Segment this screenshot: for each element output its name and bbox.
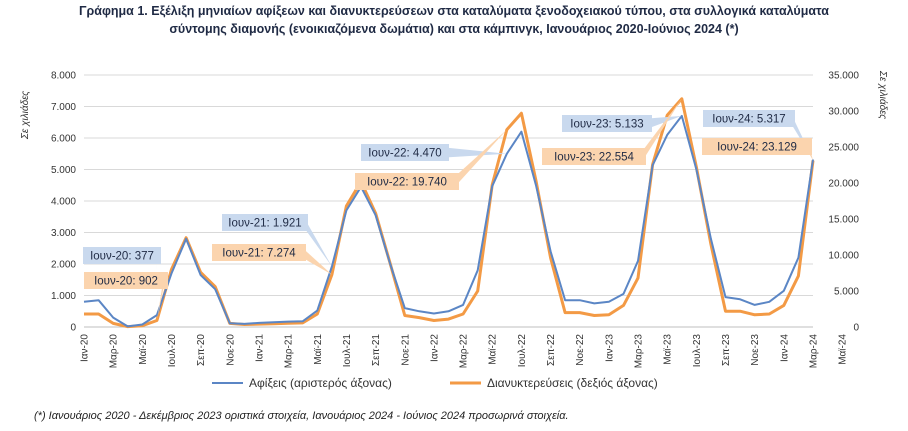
annotation-box: [212, 244, 306, 261]
annotation-pointer: [304, 217, 332, 267]
x-tick-label: Μαρ-22: [459, 334, 470, 369]
annotation-label: Ιουν-23: 22.554: [554, 152, 634, 164]
y-left-tick-label: 8.000: [51, 71, 76, 82]
x-tick-label: Ιουλ-23: [692, 334, 703, 368]
annotation-label: Ιουν-23: 5.133: [570, 119, 643, 131]
x-tick-label: Ιαν-23: [604, 334, 615, 362]
annotation-box: [702, 138, 812, 155]
y-right-tick-label: 20.000: [828, 179, 859, 190]
y-left-tick-label: 3.000: [51, 228, 76, 239]
annotation-pointer: [302, 247, 332, 275]
annotation-box: [83, 247, 161, 264]
annotation-box: [222, 214, 308, 231]
annotation-label: Ιουν-21: 1.921: [228, 218, 301, 230]
x-tick-label: Μαρ-21: [284, 334, 295, 369]
x-tick-label: Ιαν-21: [254, 334, 265, 362]
annotation-label: Ιουν-21: 7.274: [222, 248, 296, 260]
annotation-label: Ιουν-24: 5.317: [712, 114, 785, 126]
annotation-box: [703, 110, 795, 127]
x-tick-label: Νοε-22: [575, 334, 586, 366]
x-tick-label: Σεπ-22: [546, 334, 557, 366]
footnote: (*) Ιανουάριος 2020 - Δεκέμβριος 2023 ορ…: [34, 410, 569, 422]
annotation-label: Ιουν-24: 23.129: [717, 142, 797, 154]
x-tick-label: Νοε-23: [750, 334, 761, 366]
annotation-pointer: [648, 115, 682, 129]
x-tick-label: Μαϊ-21: [313, 334, 324, 365]
x-tick-label: Νοε-21: [400, 334, 411, 366]
y-right-tick-label: 35.000: [828, 71, 859, 82]
x-tick-label: Μαρ-20: [109, 334, 120, 369]
chart-title-line-1: Γράφημα 1. Εξέλιξη μηνιαίων αφίξεων και …: [79, 4, 829, 18]
y-right-tick-label: 0: [853, 323, 859, 334]
x-tick-label: Μαϊ-22: [488, 334, 499, 365]
x-tick-label: Ιουλ-21: [342, 334, 353, 368]
annotation-label: Ιουν-22: 19.740: [367, 177, 447, 189]
x-tick-label: Ιαν-22: [429, 334, 440, 362]
y-left-tick-label: 5.000: [51, 165, 76, 176]
x-tick-label: Ιαν-24: [779, 334, 790, 362]
y-right-tick-label: 10.000: [828, 251, 859, 262]
x-tick-label: Μαϊ-23: [663, 334, 674, 365]
y-right-tick-label: 25.000: [828, 143, 859, 154]
x-tick-label: Σεπ-21: [371, 334, 382, 366]
y-right-tick-label: 15.000: [828, 215, 859, 226]
annotation-pointer: [455, 129, 507, 187]
chart-title-line-2: σύντομης διαμονής (ενοικιαζόμενα δωμάτια…: [169, 22, 739, 36]
y-right-tick-label: 5.000: [834, 287, 859, 298]
y-left-tick-label: 2.000: [51, 260, 76, 271]
x-tick-label: Μαρ-24: [809, 334, 820, 369]
x-tick-label: Ιουλ-22: [517, 334, 528, 368]
annotation-pointer: [642, 98, 682, 162]
annotation-box: [562, 115, 652, 132]
y-left-tick-label: 1.000: [51, 291, 76, 302]
x-tick-label: Σεπ-23: [721, 334, 732, 366]
legend-label-overnights: Διανυκτερεύσεις (δεξιός άξονας): [487, 376, 658, 390]
x-tick-label: Μαϊ-24: [838, 334, 849, 365]
annotation-box: [355, 173, 459, 190]
y-left-tick-label: 4.000: [51, 197, 76, 208]
annotation-box: [361, 144, 449, 161]
annotation-label: Ιουν-22: 4.470: [368, 148, 441, 160]
annotation-label: Ιουν-20: 902: [94, 276, 158, 288]
x-tick-label: Μαρ-23: [634, 334, 645, 369]
y-left-tick-label: 7.000: [51, 102, 76, 113]
y-right-tick-label: 30.000: [828, 107, 859, 118]
y-left-tick-label: 6.000: [51, 134, 76, 145]
x-tick-label: Σεπ-20: [196, 334, 207, 366]
series-line-arrivals: [83, 114, 814, 328]
annotation-pointer: [445, 147, 507, 158]
annotation-box: [84, 272, 168, 289]
x-tick-label: Ιαν-20: [80, 334, 91, 362]
x-tick-label: Μαϊ-20: [138, 334, 149, 365]
annotation-label: Ιουν-20: 377: [90, 251, 154, 263]
y-right-axis-label: Σε χιλιάδες: [877, 70, 889, 119]
x-tick-label: Νοε-20: [225, 334, 236, 366]
y-left-tick-label: 0: [70, 323, 76, 334]
chart-title: Γράφημα 1. Εξέλιξη μηνιαίων αφίξεων και …: [0, 2, 908, 38]
y-left-axis-label: Σε χιλιάδες: [19, 91, 31, 140]
x-tick-label: Ιουλ-20: [167, 334, 178, 368]
legend-label-arrivals: Αφίξεις (αριστερός άξονας): [249, 376, 392, 390]
series-line-overnights: [84, 97, 815, 329]
annotation-box: [542, 148, 646, 165]
